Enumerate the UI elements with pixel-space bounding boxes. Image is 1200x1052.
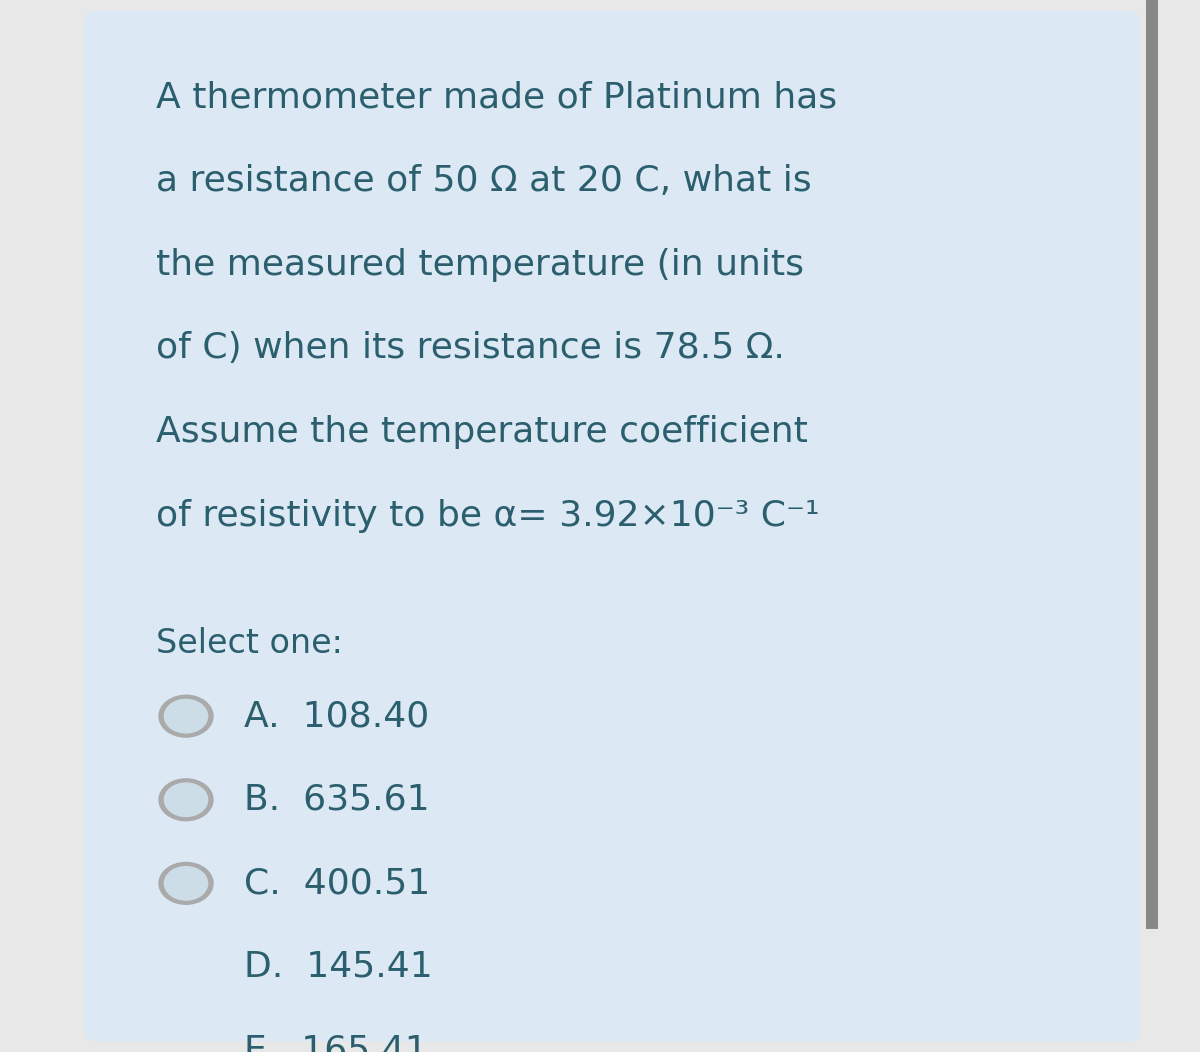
Text: a resistance of 50 Ω at 20 C, what is: a resistance of 50 Ω at 20 C, what is [156,164,811,198]
Text: A thermometer made of Platinum has: A thermometer made of Platinum has [156,81,838,115]
Bar [1146,0,1158,929]
Text: of C) when its resistance is 78.5 Ω.: of C) when its resistance is 78.5 Ω. [156,331,785,365]
Circle shape [158,946,214,988]
Circle shape [158,695,214,737]
Text: Assume the temperature coefficient: Assume the temperature coefficient [156,414,808,449]
Circle shape [158,863,214,905]
Circle shape [164,950,208,984]
Circle shape [158,1030,214,1052]
Text: D.  145.41: D. 145.41 [244,950,432,984]
Text: E.  165.41: E. 165.41 [244,1033,427,1052]
Text: C.  400.51: C. 400.51 [244,867,430,901]
Text: B.  635.61: B. 635.61 [244,783,430,816]
Text: of resistivity to be α= 3.92×10⁻³ C⁻¹: of resistivity to be α= 3.92×10⁻³ C⁻¹ [156,499,820,532]
Circle shape [164,700,208,733]
Circle shape [158,778,214,821]
Circle shape [164,783,208,816]
Text: the measured temperature (in units: the measured temperature (in units [156,247,804,282]
Circle shape [164,867,208,901]
Text: Select one:: Select one: [156,627,343,661]
Circle shape [164,1034,208,1052]
Text: A.  108.40: A. 108.40 [244,700,428,733]
